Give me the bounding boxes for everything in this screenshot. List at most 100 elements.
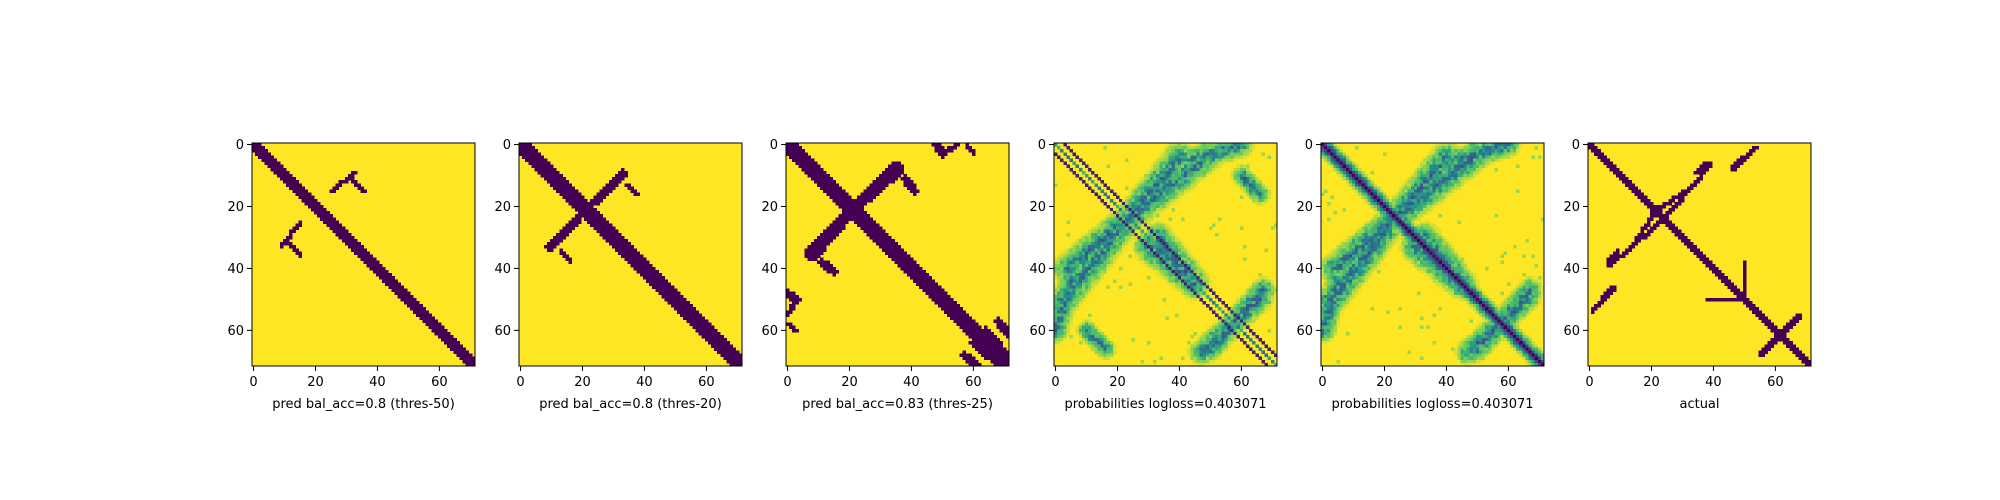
heatmap-cell [1441, 152, 1446, 156]
heatmap-cell [1364, 173, 1368, 178]
heatmap-cell [823, 260, 827, 265]
x-tick-label: 0 [249, 375, 257, 390]
heatmap-cell [1242, 325, 1247, 330]
heatmap-cell [1196, 161, 1200, 166]
heatmap-cell [971, 359, 976, 364]
heatmap-cell [1196, 273, 1200, 277]
heatmap-cell [1177, 251, 1182, 255]
heatmap-cell [1230, 331, 1235, 336]
heatmap-cell [1351, 242, 1356, 246]
heatmap-cell [1370, 248, 1375, 252]
heatmap-cell [943, 291, 948, 296]
heatmap-cell [605, 183, 610, 187]
heatmap-cell [971, 341, 976, 345]
heatmap-cell [1208, 149, 1213, 153]
heatmap-cell [1221, 319, 1225, 324]
heatmap-cell [1190, 152, 1194, 156]
heatmap-cell [866, 220, 871, 224]
heatmap-cell [1361, 226, 1365, 231]
heatmap-cell [1153, 257, 1157, 262]
heatmap-cell [1075, 325, 1080, 330]
heatmap-cell [1159, 180, 1163, 184]
heatmap-cell [341, 180, 346, 184]
heatmap-cell [891, 254, 895, 258]
heatmap-cell [1137, 232, 1142, 237]
heatmap-cell [1246, 180, 1250, 184]
heatmap-cell [1002, 353, 1007, 358]
heatmap-cell [605, 186, 610, 190]
heatmap-cell [1432, 186, 1436, 190]
heatmap-cell [1432, 192, 1436, 197]
x-axis-label: pred bal_acc=0.8 (thres-50) [272, 397, 455, 412]
heatmap-cell [894, 248, 898, 252]
heatmap-cell [1112, 235, 1117, 240]
heatmap-cell [313, 198, 318, 203]
heatmap-cell [528, 143, 532, 147]
heatmap-cell [1177, 155, 1182, 159]
heatmap-cell [704, 338, 709, 342]
heatmap-cell [378, 266, 383, 271]
heatmap-cell [1500, 149, 1505, 153]
heatmap-cell [844, 214, 849, 218]
heatmap-cell [1165, 152, 1169, 156]
heatmap-cell [1134, 192, 1139, 197]
heatmap-cell [857, 217, 861, 221]
heatmap-cell [823, 170, 827, 175]
heatmap-cell [351, 239, 355, 243]
heatmap-cell [577, 214, 582, 218]
heatmap-cell [1143, 198, 1148, 203]
heatmap-cell [1168, 189, 1173, 193]
heatmap-cell [1174, 276, 1179, 280]
heatmap-cell [528, 149, 532, 153]
heatmap-cell [1103, 266, 1108, 271]
heatmap-cell [1488, 152, 1492, 156]
heatmap-cell [1069, 266, 1073, 271]
heatmap-cell [714, 341, 718, 345]
heatmap-cell [1190, 149, 1194, 153]
heatmap-cell [1103, 248, 1108, 252]
heatmap-cell [1199, 335, 1204, 339]
heatmap-cell [1457, 161, 1461, 166]
heatmap-cell [1267, 155, 1272, 159]
heatmap-cell [1270, 300, 1275, 305]
heatmap-cell [1342, 158, 1347, 162]
heatmap-cell [1187, 152, 1191, 156]
heatmap-cell [1081, 273, 1086, 277]
heatmap-cell [1162, 198, 1166, 203]
heatmap-cell [1215, 313, 1219, 317]
heatmap-cell [1171, 276, 1176, 280]
heatmap-cell [1187, 294, 1191, 299]
heatmap-cell [400, 294, 405, 299]
heatmap-cell [1177, 195, 1182, 200]
heatmap-cell [695, 328, 700, 333]
heatmap-cell [888, 180, 892, 184]
heatmap-cell [1190, 180, 1194, 184]
heatmap-cell [1078, 322, 1083, 327]
heatmap-cell [1005, 350, 1010, 355]
heatmap-cell [1150, 251, 1154, 255]
heatmap-cell [1084, 173, 1089, 178]
heatmap-cell [670, 304, 675, 308]
heatmap-cell [1168, 239, 1173, 243]
heatmap-cell [621, 170, 625, 175]
heatmap-cell [624, 183, 628, 187]
heatmap-cell [1444, 149, 1449, 153]
heatmap-cell [1376, 204, 1381, 209]
heatmap-cell [1475, 161, 1480, 166]
heatmap-cell [1156, 239, 1160, 243]
heatmap-cell [599, 198, 604, 203]
heatmap-cell [717, 338, 721, 342]
heatmap-cell [1159, 189, 1163, 193]
heatmap-cell [434, 319, 439, 324]
heatmap-cell [1355, 186, 1359, 190]
heatmap-cell [1134, 201, 1139, 206]
heatmap-cell [1159, 239, 1163, 243]
heatmap-cell [1202, 158, 1207, 162]
heatmap-cell [1503, 146, 1508, 150]
heatmap-cell [1146, 192, 1151, 197]
heatmap-cell [1246, 297, 1250, 302]
heatmap-cell [1441, 235, 1446, 240]
heatmap-cell [360, 257, 364, 262]
heatmap-cell [676, 307, 681, 311]
heatmap-cell [1153, 235, 1157, 240]
